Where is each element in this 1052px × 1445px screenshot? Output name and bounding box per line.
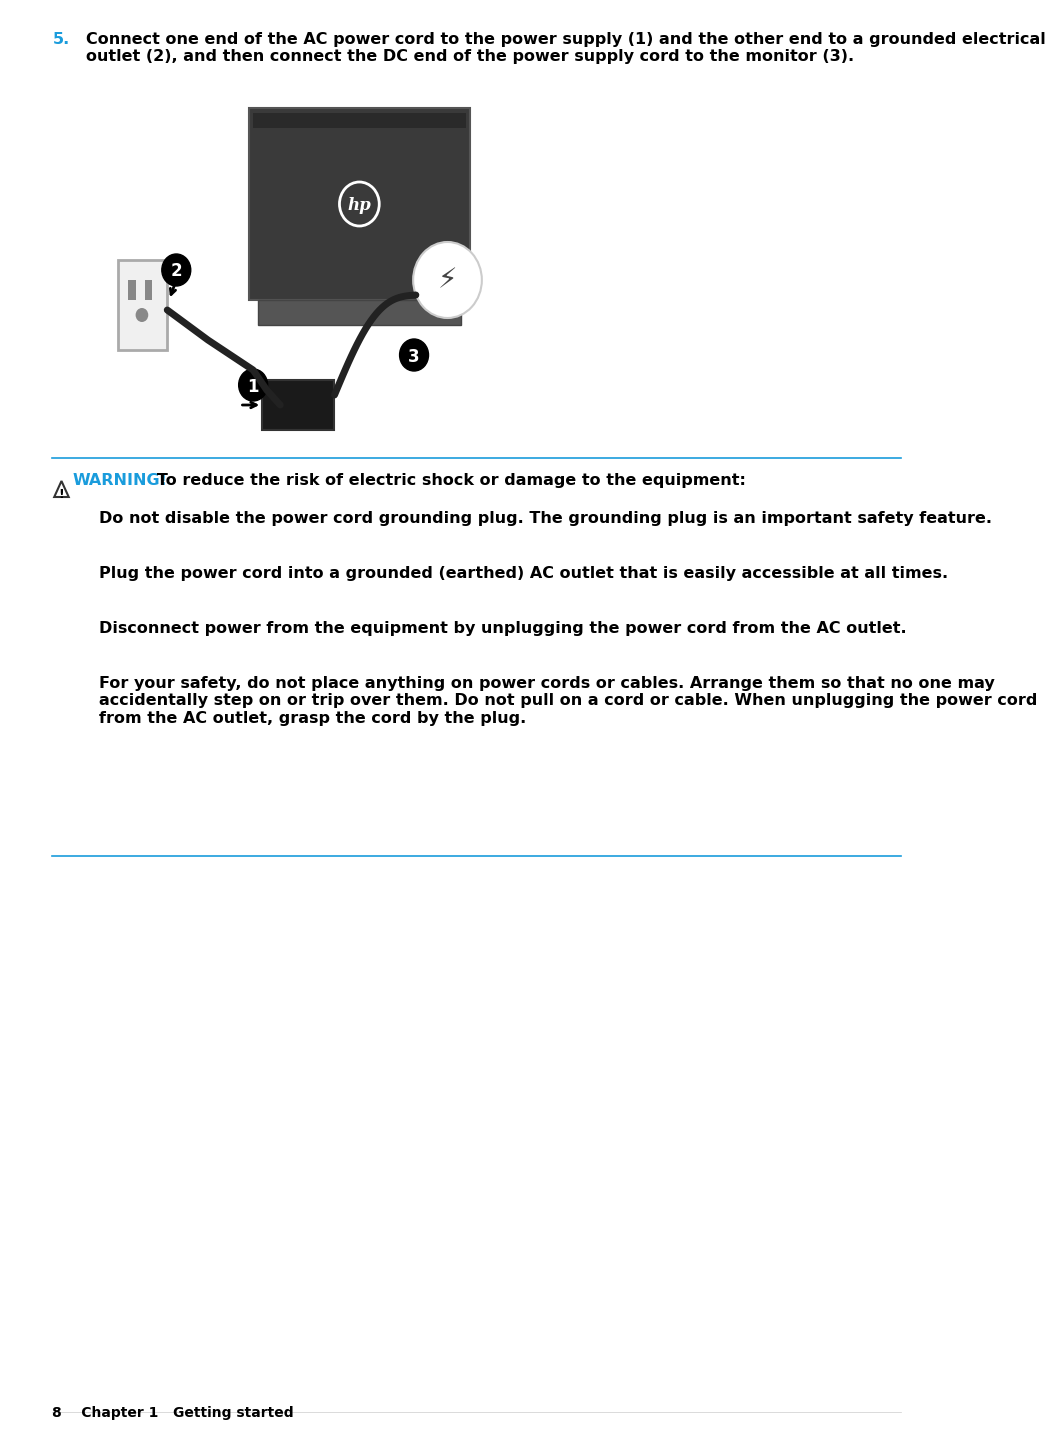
Text: Do not disable the power cord grounding plug. The grounding plug is an important: Do not disable the power cord grounding … <box>100 512 992 526</box>
FancyBboxPatch shape <box>128 280 136 301</box>
Text: 1: 1 <box>247 377 259 396</box>
Text: WARNING!: WARNING! <box>73 473 167 488</box>
FancyBboxPatch shape <box>254 113 466 129</box>
Text: 3: 3 <box>408 347 420 366</box>
Text: !: ! <box>59 487 64 500</box>
Text: 5.: 5. <box>53 32 69 48</box>
Circle shape <box>162 254 190 286</box>
FancyBboxPatch shape <box>258 301 461 325</box>
Circle shape <box>136 308 148 322</box>
Text: 2: 2 <box>170 263 182 280</box>
Circle shape <box>239 368 267 402</box>
Text: Disconnect power from the equipment by unplugging the power cord from the AC out: Disconnect power from the equipment by u… <box>100 621 907 636</box>
Text: Connect one end of the AC power cord to the power supply (1) and the other end t: Connect one end of the AC power cord to … <box>86 32 1046 65</box>
FancyBboxPatch shape <box>118 260 167 350</box>
Text: hp: hp <box>347 198 371 214</box>
Circle shape <box>400 340 428 371</box>
Text: For your safety, do not place anything on power cords or cables. Arrange them so: For your safety, do not place anything o… <box>100 676 1038 725</box>
Text: ⚡: ⚡ <box>438 266 458 293</box>
FancyBboxPatch shape <box>262 380 335 431</box>
Text: To reduce the risk of electric shock or damage to the equipment:: To reduce the risk of electric shock or … <box>140 473 746 488</box>
Text: Plug the power cord into a grounded (earthed) AC outlet that is easily accessibl: Plug the power cord into a grounded (ear… <box>100 566 949 581</box>
Circle shape <box>413 241 482 318</box>
FancyBboxPatch shape <box>248 108 470 301</box>
Text: 8    Chapter 1   Getting started: 8 Chapter 1 Getting started <box>53 1406 295 1420</box>
FancyBboxPatch shape <box>144 280 151 301</box>
